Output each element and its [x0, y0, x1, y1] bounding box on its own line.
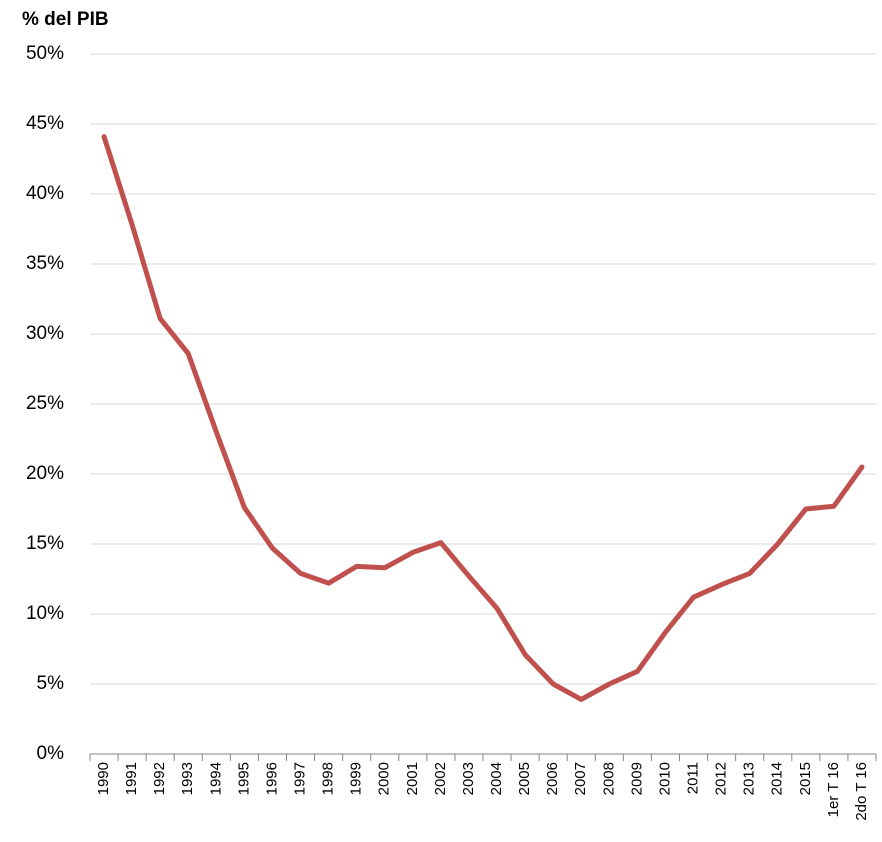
y-tick-label: 35% — [26, 253, 64, 274]
x-tick-label: 1er T 16 — [825, 762, 842, 817]
y-tick-label: 40% — [26, 183, 64, 204]
x-tick-label: 1993 — [179, 762, 196, 795]
x-tick-label: 2007 — [572, 762, 589, 795]
x-tick-label: 2005 — [516, 762, 533, 795]
y-tick-label: 5% — [37, 673, 65, 694]
x-tick-label: 2012 — [713, 762, 730, 795]
data-line — [101, 134, 865, 702]
x-tick-label: 2011 — [685, 762, 702, 794]
y-tick-label: 50% — [26, 43, 64, 64]
x-tick-label: 2003 — [460, 762, 477, 795]
y-tick-label: 10% — [26, 603, 64, 624]
x-tick-label: 1995 — [235, 762, 252, 795]
y-tick-label: 25% — [26, 393, 64, 414]
x-tick-label: 2008 — [600, 762, 617, 795]
x-tick-label: 1990 — [95, 762, 112, 795]
x-tick-label: 2014 — [769, 762, 786, 795]
x-tick-label: 1992 — [151, 762, 168, 795]
x-tick-label: 1994 — [207, 762, 224, 795]
x-tick-label: 1996 — [263, 762, 280, 795]
x-tick-label: 2009 — [628, 762, 645, 795]
x-tick-label: 1991 — [123, 762, 140, 795]
chart-title: % del PIB — [22, 9, 109, 30]
y-tick-label: 30% — [26, 323, 64, 344]
x-tick-label: 2010 — [656, 762, 673, 795]
y-tick-label: 0% — [37, 743, 65, 764]
x-tick-label: 2015 — [797, 762, 814, 795]
y-tick-label: 15% — [26, 533, 64, 554]
x-tick-label: 1999 — [348, 762, 365, 795]
x-tick-label: 2001 — [404, 762, 421, 795]
x-tick-label: 1998 — [320, 762, 337, 795]
x-tick-label: 2002 — [432, 762, 449, 795]
y-tick-label: 45% — [26, 113, 64, 134]
x-tick-label: 2000 — [376, 762, 393, 795]
x-tick-label: 2006 — [544, 762, 561, 795]
x-tick-label: 2013 — [741, 762, 758, 795]
x-tick-label: 1997 — [292, 762, 309, 795]
x-tick-label: 2004 — [488, 762, 505, 795]
y-tick-label: 20% — [26, 463, 64, 484]
x-tick-label: 2do T 16 — [853, 762, 870, 821]
